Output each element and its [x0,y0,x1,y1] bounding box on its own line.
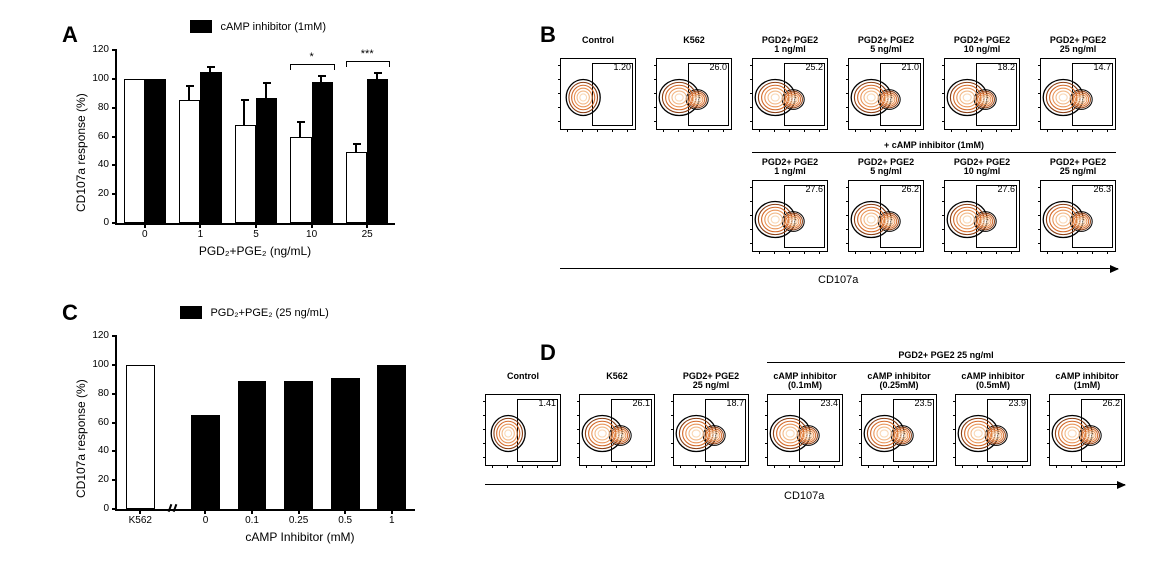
flow-title: cAMP inhibitor (0.5mM) [949,372,1037,391]
ytick: 0 [85,217,109,228]
bar [200,72,221,223]
xtick: 5 [244,229,268,240]
bar [256,98,277,223]
flow-plot: 21.0 [848,58,924,130]
ytick: 80 [85,388,109,399]
panel-a-xtitle: PGD₂+PGE₂ (ng/mL) [170,244,340,258]
bar [238,381,267,509]
row2-header: + cAMP inhibitor (1mM) [752,140,1116,150]
xtick: 0.1 [234,515,270,526]
bar [284,381,313,509]
flow-title: PGD2+ PGE2 5 ng/ml [842,36,930,55]
flow-plot: 1.20 [560,58,636,130]
ytick: 40 [85,159,109,170]
flow-plot: 26.0 [656,58,732,130]
ytick: 0 [85,503,109,514]
significance-label: * [297,51,327,63]
legend-swatch [180,306,202,319]
bar [367,79,388,223]
flow-plot: 25.2 [752,58,828,130]
bar [312,82,333,223]
bar [377,365,406,509]
flow-title: Control [479,372,567,381]
flow-title: cAMP inhibitor (0.25mM) [855,372,943,391]
flow-plot: 1.41 [485,394,561,466]
axis-label: CD107a [818,274,858,286]
flow-plot: 27.6 [944,180,1020,252]
flow-plot: 18.2 [944,58,1020,130]
panel-c-legend: PGD₂+PGE₂ (25 ng/mL) [180,304,329,322]
flow-plot: 23.5 [861,394,937,466]
bar [145,79,166,223]
xtick: 10 [300,229,324,240]
flow-plot: 26.2 [1049,394,1125,466]
legend-text: PGD₂+PGE₂ (25 ng/mL) [210,307,328,319]
bar [346,152,367,223]
significance-label: *** [352,48,382,60]
group-header: PGD2+ PGE2 25 ng/ml [767,350,1125,360]
bar [191,415,220,509]
xtick: 0.5 [327,515,363,526]
flow-plot: 23.9 [955,394,1031,466]
flow-plot: 14.7 [1040,58,1116,130]
panel-a-legend: cAMP inhibitor (1mM) [190,18,326,36]
flow-title: PGD2+ PGE2 25 ng/ml [1034,158,1122,177]
bar [179,100,200,223]
bar [126,365,155,509]
ytick: 20 [85,474,109,485]
panel-c-plot-area: 020406080100120K56200.10.250.51 [115,336,415,511]
flow-plot: 26.2 [848,180,924,252]
flow-title: PGD2+ PGE2 1 ng/ml [746,158,834,177]
flow-title: PGD2+ PGE2 10 ng/ml [938,36,1026,55]
xtick: 0 [187,515,223,526]
panel-c-xtitle: cAMP Inhibitor (mM) [215,530,385,544]
panel-b-flow: 1.20Control26.0K56225.2PGD2+ PGE2 1 ng/m… [560,30,1160,300]
panel-c-barchart: PGD₂+PGE₂ (25 ng/mL) 020406080100120K562… [60,308,440,563]
ytick: 80 [85,102,109,113]
ytick: 100 [85,73,109,84]
flow-title: Control [554,36,642,45]
flow-title: cAMP inhibitor (1mM) [1043,372,1131,391]
bar [124,79,145,223]
flow-plot: 26.3 [1040,180,1116,252]
xtick: 1 [188,229,212,240]
axis-label: CD107a [784,490,824,502]
flow-plot: 27.6 [752,180,828,252]
xtick: K562 [122,515,158,526]
ytick: 120 [85,44,109,55]
flow-plot: 26.1 [579,394,655,466]
flow-title: K562 [573,372,661,381]
panel-d-flow: PGD2+ PGE2 25 ng/ml1.41Control26.1K56218… [485,350,1165,560]
legend-text: cAMP inhibitor (1mM) [220,21,326,33]
xtick: 1 [374,515,410,526]
ytick: 100 [85,359,109,370]
bar [331,378,360,509]
flow-title: PGD2+ PGE2 25 ng/ml [1034,36,1122,55]
xtick: 0 [133,229,157,240]
flow-title: cAMP inhibitor (0.1mM) [761,372,849,391]
panel-a-ytitle: CD107a response (%) [74,93,88,212]
flow-plot: 18.7 [673,394,749,466]
flow-title: PGD2+ PGE2 1 ng/ml [746,36,834,55]
flow-title: PGD2+ PGE2 10 ng/ml [938,158,1026,177]
flow-title: PGD2+ PGE2 25 ng/ml [667,372,755,391]
ytick: 60 [85,417,109,428]
xtick: 25 [355,229,379,240]
flow-plot: 23.4 [767,394,843,466]
flow-title: K562 [650,36,738,45]
ytick: 60 [85,131,109,142]
bar [290,137,311,224]
xtick: 0.25 [281,515,317,526]
panel-c-ytitle: CD107a response (%) [74,379,88,498]
ytick: 40 [85,445,109,456]
legend-swatch [190,20,212,33]
ytick: 20 [85,188,109,199]
panel-a-plot-area: 0204060801001200151025**** [115,50,395,225]
flow-title: PGD2+ PGE2 5 ng/ml [842,158,930,177]
panel-a-barchart: cAMP inhibitor (1mM) 0 20 40 60 80 100 120 0 1 5 1… [60,22,420,272]
bar [235,125,256,223]
ytick: 120 [85,330,109,341]
